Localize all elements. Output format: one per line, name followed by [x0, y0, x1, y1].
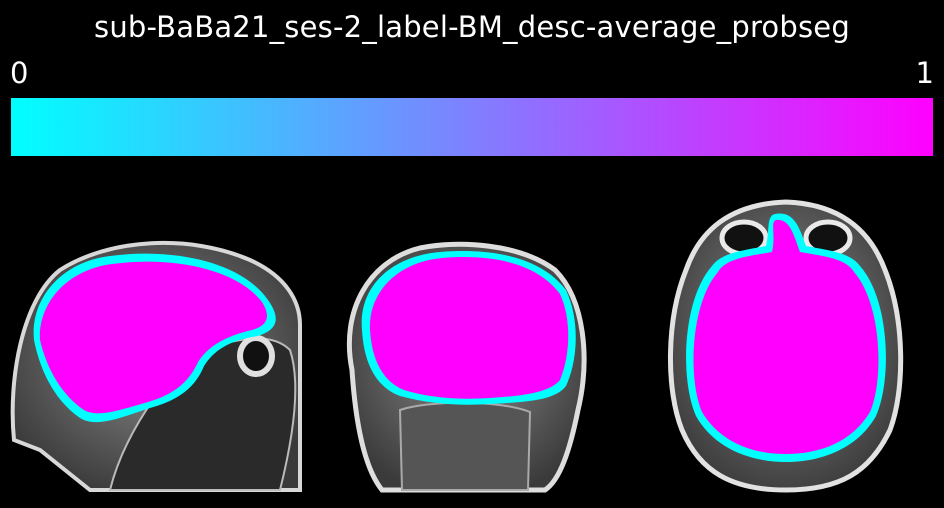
- coronal-view: [346, 241, 587, 493]
- coronal-jaw-structure: [398, 401, 532, 491]
- coronal-brain-mask: [369, 257, 569, 399]
- sagittal-view: [10, 240, 302, 492]
- brain-views: [10, 199, 904, 493]
- axial-brain-mask: [693, 219, 879, 454]
- colorbar: [11, 98, 933, 156]
- sagittal-eye: [237, 335, 275, 377]
- figure-title: sub-BaBa21_ses-2_label-BM_desc-average_p…: [94, 10, 850, 44]
- colorbar-min-label: 0: [10, 56, 29, 90]
- sagittal-brain-mask: [39, 261, 267, 414]
- axial-view: [667, 199, 904, 493]
- colorbar-max-label: 1: [915, 56, 934, 90]
